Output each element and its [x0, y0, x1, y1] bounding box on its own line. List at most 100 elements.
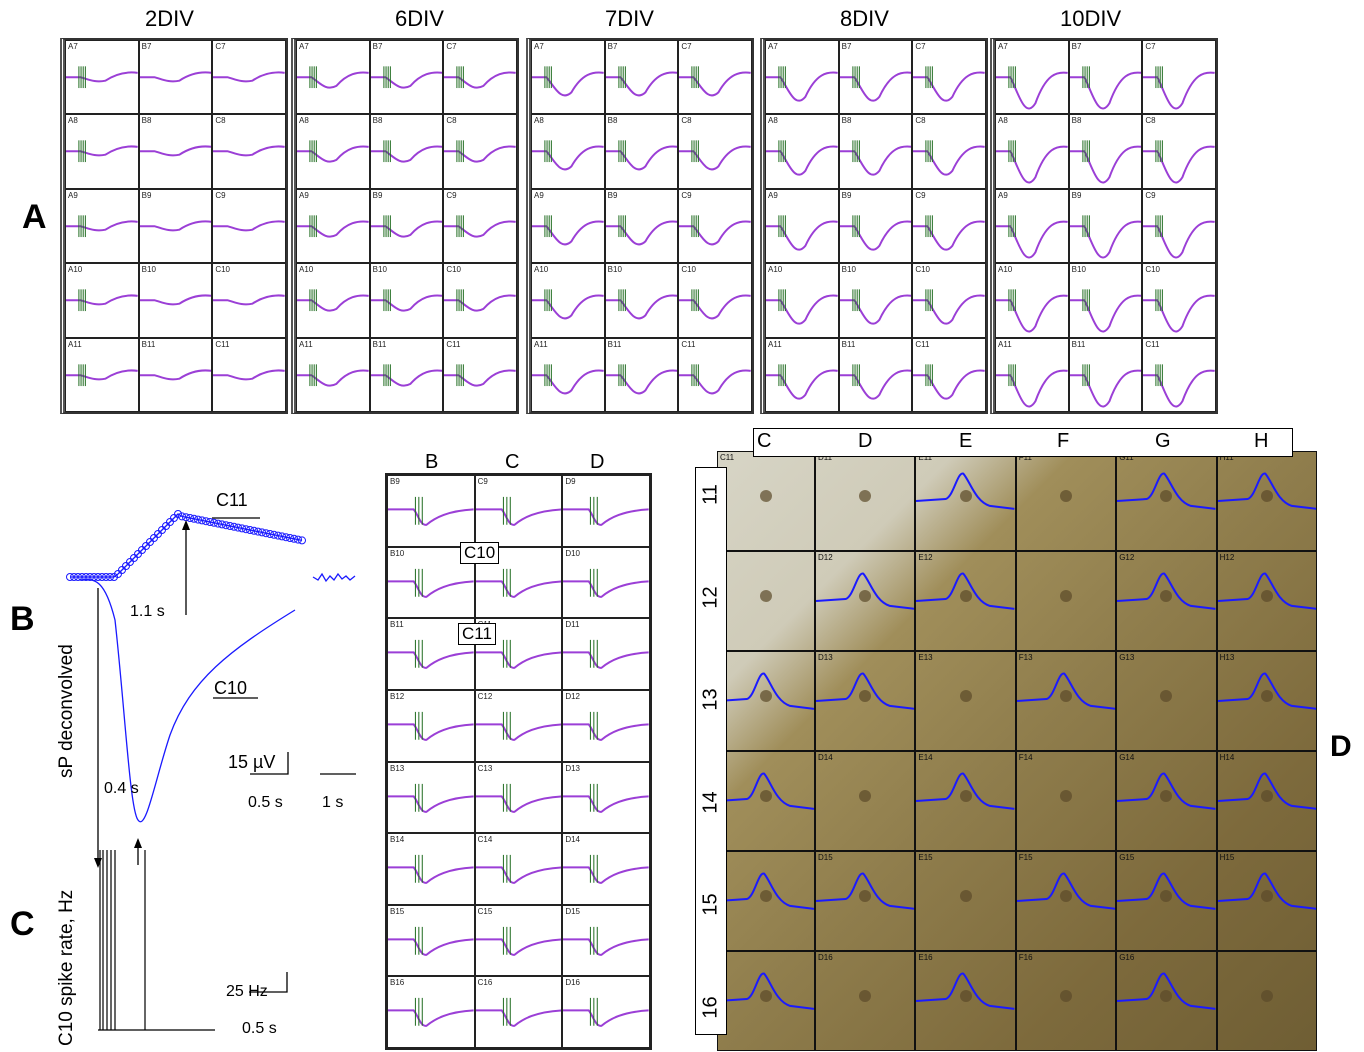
mea-electrode-cell: C11 [717, 451, 815, 551]
mea-electrode-cell: E15 [915, 851, 1016, 951]
c11-sample-point [274, 531, 282, 540]
panel-letter-b: B [10, 600, 35, 638]
electrode-dot [760, 890, 772, 903]
electrode-label: B9 [841, 190, 852, 200]
c11-sample-point [118, 566, 126, 574]
electrode-label: B10 [1071, 265, 1086, 275]
electrode-cell: B9 [1068, 188, 1143, 264]
c11-sample-point [102, 573, 110, 581]
electrode-cell: A8 [995, 114, 1069, 189]
scale-time-c: 0.5 s [242, 1020, 277, 1037]
d-column-header: C D E F G H [753, 428, 1293, 457]
electrode-label: C11 [681, 339, 696, 349]
electrode-dot [859, 790, 872, 803]
label-c11: C11 [216, 490, 248, 510]
electrode-label: C12 [477, 691, 493, 701]
electrode-cell: D13 [562, 761, 650, 834]
c11-sample-point [294, 535, 302, 544]
c11-sample-point [158, 526, 166, 534]
c11-sample-point [86, 573, 94, 581]
electrode-cell: D14 [562, 833, 650, 905]
electrode-cell: D16 [562, 976, 650, 1048]
electrode-label: A8 [68, 116, 78, 126]
electrode-dot [1059, 890, 1072, 903]
electrode-cell: A8 [296, 114, 370, 189]
c11-sample-point [166, 518, 174, 526]
electrode-label: C7 [915, 42, 926, 51]
electrode-label: C11 [215, 339, 230, 349]
electrode-cell: C11 [912, 337, 986, 412]
electrode-cell: B8 [604, 114, 679, 189]
col-title-7div: 7DIV [605, 6, 654, 31]
electrode-label: G16 [1119, 953, 1135, 962]
d-row-13: 13 [699, 688, 722, 711]
c11-sample-point [262, 529, 270, 538]
mea-electrode-cell: E13 [915, 651, 1016, 751]
electrode-cell: A8 [765, 114, 839, 189]
electrode-cell: A10 [65, 263, 139, 338]
electrode-cell: C8 [912, 114, 986, 189]
d-row-header: 11 12 13 14 15 16 [695, 467, 727, 1035]
electrode-label: C9 [477, 477, 488, 486]
electrode-label: B7 [841, 42, 852, 51]
electrode-label: A8 [998, 116, 1008, 126]
electrode-label: H12 [1219, 553, 1235, 562]
c11-sample-point [282, 533, 290, 542]
c11-sample-point [190, 514, 198, 523]
electrode-label: C10 [215, 265, 231, 275]
electrode-label: D11 [565, 620, 580, 630]
electrode-dot [760, 590, 772, 603]
electrode-cell: C11 [1142, 337, 1216, 412]
electrode-label: A10 [534, 265, 549, 275]
c11-sample-point [186, 514, 194, 522]
electrode-label: C13 [477, 763, 493, 773]
electrode-label: C7 [681, 42, 692, 51]
electrode-label: D16 [565, 978, 581, 988]
electrode-cell: B10 [369, 263, 444, 338]
electrode-label: B7 [1071, 42, 1082, 51]
scale-time-05: 0.5 s [248, 794, 283, 811]
electrode-dot [1059, 790, 1072, 803]
electrode-dot [1059, 690, 1072, 703]
c11-sample-point [298, 536, 306, 545]
electrode-label: B9 [390, 477, 400, 486]
electrode-label: B9 [372, 190, 383, 200]
c11-sample-point [94, 573, 102, 581]
electrode-label: D12 [818, 553, 833, 562]
electrode-label: C10 [915, 265, 931, 275]
electrode-dot [1160, 690, 1173, 703]
electrode-label: C11 [915, 339, 930, 349]
electrode-dot [859, 990, 872, 1003]
electrode-label: B11 [141, 339, 156, 349]
electrode-cell: B7 [369, 40, 444, 115]
electrode-label: A9 [998, 190, 1008, 200]
c11-sample-point [226, 522, 234, 530]
c11-sample-point [210, 518, 218, 527]
electrode-cell: A11 [296, 337, 370, 412]
electrode-label: A7 [68, 42, 78, 51]
c11-sample-point [234, 523, 242, 532]
electrode-cell: B11 [1068, 337, 1143, 412]
d-row-11: 11 [699, 484, 722, 505]
electrode-label: C9 [1145, 190, 1156, 200]
electrode-cell: C7 [912, 40, 986, 115]
electrode-cell: A9 [296, 188, 370, 264]
panel-b-c-plot [66, 510, 356, 1031]
mid-col-d: D [590, 451, 605, 473]
electrode-label: A9 [534, 190, 544, 200]
electrode-label: D14 [565, 835, 581, 845]
c11-trace [66, 510, 306, 581]
electrode-cell: A11 [531, 337, 605, 412]
mea-electrode-cell: G14 [1116, 751, 1217, 851]
electrode-grid-a: A7 B7 C7 A8 B8 C8 A9 B9 C9 A10 B10 C10 A11 B11 C11 [760, 38, 988, 414]
electrode-cell: A11 [995, 337, 1069, 412]
mea-electrode-cell: D14 [815, 751, 916, 851]
c11-sample-point [214, 519, 222, 528]
mea-electrode-cell: E14 [915, 751, 1016, 851]
electrode-cell: C12 [474, 689, 563, 762]
electrode-cell: A10 [531, 263, 605, 338]
c11-sample-point [134, 550, 142, 558]
electrode-cell: B12 [387, 689, 475, 762]
c11-sample-point [202, 517, 210, 526]
electrode-label: B7 [372, 42, 383, 51]
